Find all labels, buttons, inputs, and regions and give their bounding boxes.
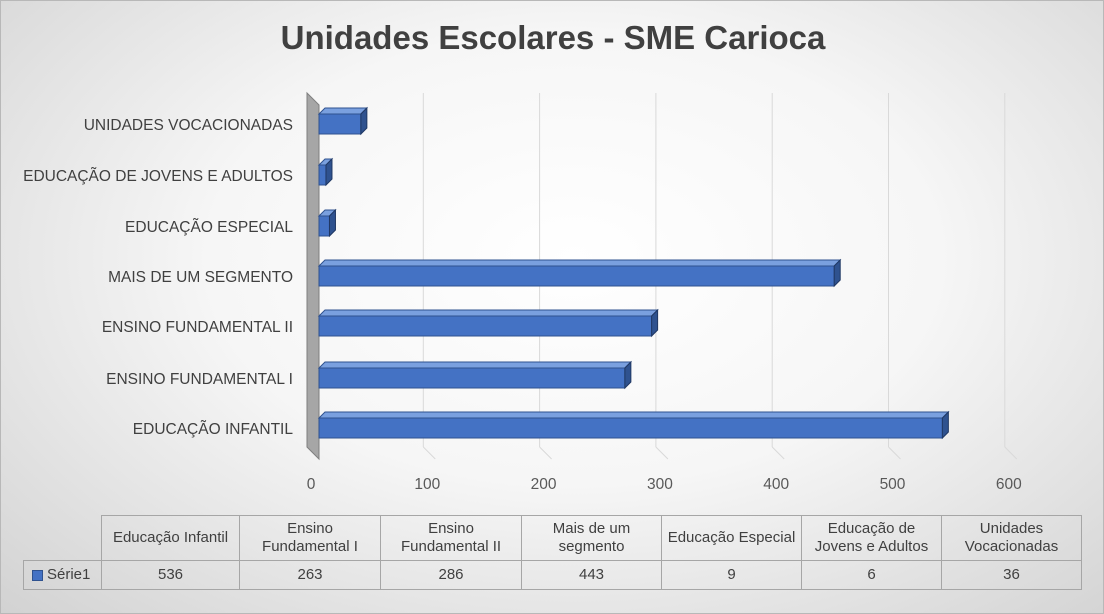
gridline-depth	[771, 446, 785, 460]
bar	[318, 367, 626, 389]
bar-end-face	[624, 360, 632, 390]
category-label: EDUCAÇÃO INFANTIL	[133, 421, 294, 438]
bar-top-face	[317, 309, 659, 317]
gridline-depth	[655, 446, 669, 460]
data-table-header: Unidades Vocacionadas	[941, 515, 1082, 561]
category-label: UNIDADES VOCACIONADAS	[84, 117, 293, 134]
data-table-header: Educação Especial	[661, 515, 802, 561]
category-label: EDUCAÇÃO DE JOVENS E ADULTOS	[23, 168, 293, 185]
bar-top-face	[317, 361, 633, 369]
data-table-header: Mais de um segmento	[521, 515, 662, 561]
bar	[318, 417, 943, 439]
data-table-corner	[23, 515, 102, 561]
bar	[318, 315, 653, 337]
x-tick-label: 0	[307, 476, 316, 493]
data-table-header-row: Educação Infantil Ensino Fundamental I E…	[23, 515, 1082, 561]
data-table-header: Educação Infantil	[101, 515, 240, 561]
bar	[318, 164, 327, 186]
bar-end-face	[360, 106, 368, 136]
category-label: MAIS DE UM SEGMENTO	[108, 269, 293, 286]
data-table-header: Ensino Fundamental II	[380, 515, 522, 561]
bar-end-face	[328, 208, 336, 238]
data-table-value: 263	[239, 560, 381, 590]
bar	[318, 265, 835, 287]
bar-end-face	[941, 410, 949, 440]
data-table-value: 6	[801, 560, 942, 590]
data-table-value-row: Série1 536 263 286 443 9 6 36	[23, 560, 1082, 590]
gridline-depth	[422, 446, 436, 460]
data-table-value: 536	[101, 560, 240, 590]
data-table-header: Educação de Jovens e Adultos	[801, 515, 942, 561]
legend-series-cell: Série1	[23, 560, 102, 590]
x-tick-label: 300	[647, 476, 673, 493]
x-tick-label: 100	[414, 476, 440, 493]
axis-side-wall	[306, 91, 320, 461]
chart-title: Unidades Escolares - SME Carioca	[280, 19, 826, 56]
gridline-depth	[888, 446, 901, 460]
bar-top-face	[317, 259, 842, 267]
bar-top-face	[317, 411, 950, 419]
x-tick-label: 600	[996, 476, 1022, 493]
data-table-value: 9	[661, 560, 802, 590]
legend-series-label: Série1	[47, 566, 91, 583]
category-label: ENSINO FUNDAMENTAL I	[106, 371, 293, 388]
bar-end-face	[651, 308, 659, 338]
data-table-header: Ensino Fundamental I	[239, 515, 381, 561]
x-tick-label: 500	[880, 476, 906, 493]
bar-end-face	[325, 157, 333, 187]
bar	[318, 113, 362, 135]
category-label: EDUCAÇÃO ESPECIAL	[125, 219, 293, 236]
data-table: Educação Infantil Ensino Fundamental I E…	[23, 515, 1082, 590]
x-tick-label: 400	[763, 476, 789, 493]
plot-area: 0 100 200 300 400 500 600 EDUCAÇÃO INFANTIL ENSI…	[23, 91, 1022, 493]
category-label: ENSINO FUNDAMENTAL II	[102, 319, 293, 336]
data-table-value: 286	[380, 560, 522, 590]
legend-key-icon	[32, 569, 43, 581]
bar	[318, 215, 330, 237]
data-table-value: 36	[941, 560, 1082, 590]
gridline-depth	[1004, 446, 1018, 460]
bar-end-face	[833, 258, 841, 288]
data-table-value: 443	[521, 560, 662, 590]
x-tick-label: 200	[531, 476, 557, 493]
gridline-depth	[539, 446, 552, 460]
bar-top-face	[317, 107, 369, 115]
